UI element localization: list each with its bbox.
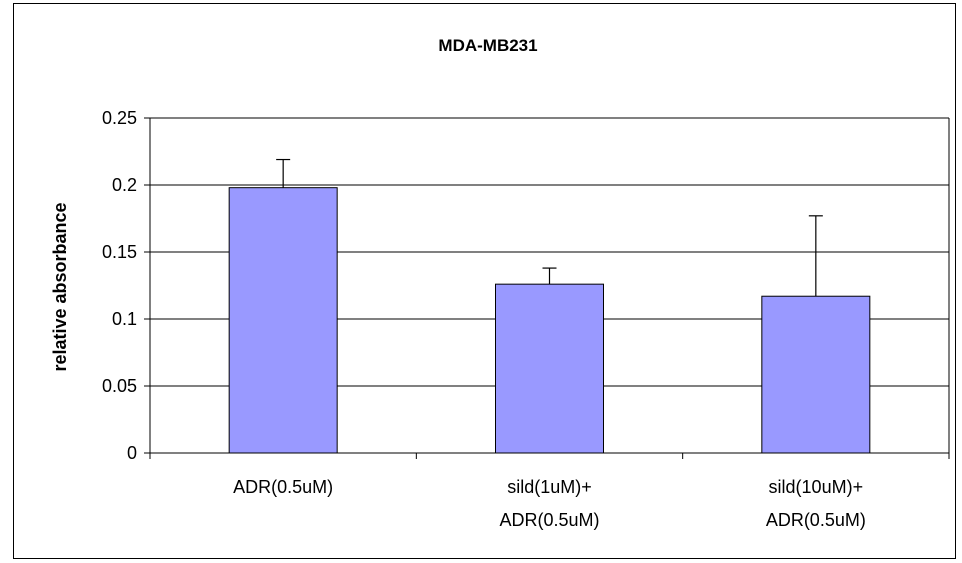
- x-category-label: ADR(0.5uM): [233, 477, 333, 497]
- x-category-label: ADR(0.5uM): [766, 510, 866, 530]
- y-tick-label: 0: [127, 443, 137, 463]
- y-tick-label: 0.15: [102, 242, 137, 262]
- x-category-label: ADR(0.5uM): [499, 510, 599, 530]
- chart-frame: [13, 3, 956, 559]
- x-category-label: sild(1uM)+: [507, 477, 592, 497]
- y-axis-label: relative absorbance: [50, 202, 70, 371]
- bars: [228, 158, 871, 454]
- y-tick-label: 0.2: [112, 175, 137, 195]
- chart-title: MDA-MB231: [438, 36, 537, 55]
- bar: [495, 283, 604, 454]
- y-tick-label: 0.1: [112, 309, 137, 329]
- bar: [228, 187, 338, 454]
- bar: [761, 295, 871, 454]
- y-tick-label: 0.05: [102, 376, 137, 396]
- axes: 0 0.05 0.1 0.15 0.2 0.25 ADR(0.5uM) sild(1uM)+ A…: [102, 108, 950, 530]
- x-category-label: sild(10uM)+: [769, 477, 864, 497]
- y-tick-label: 0.25: [102, 108, 137, 128]
